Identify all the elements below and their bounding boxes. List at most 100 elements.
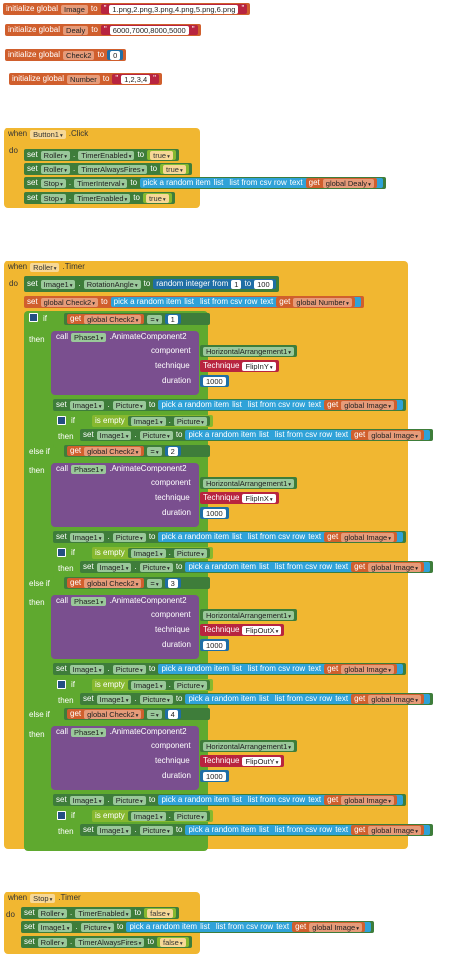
dropdown-arrow-icon[interactable]: ▾ <box>100 730 104 737</box>
property-dropdown[interactable]: TimerEnabled▾ <box>78 150 135 160</box>
dropdown-arrow-icon[interactable]: ▾ <box>98 403 102 410</box>
list-from-csv-row-block[interactable]: list from csv row text get global Dealy▾ <box>226 178 380 188</box>
property-dropdown[interactable]: Picture▾ <box>173 811 207 821</box>
set-stop-timerinterval[interactable]: set Stop▾. TimerInterval▾ to pick a random i… <box>24 177 386 189</box>
text-block[interactable]: " 6000,7000,8000,5000 " <box>100 25 198 35</box>
technique-field[interactable]: FlipOutY▾ <box>242 756 282 766</box>
number-block[interactable]: 2 <box>164 446 181 456</box>
dropdown-arrow-icon[interactable]: ▾ <box>53 265 57 272</box>
technique-field[interactable]: FlipInY▾ <box>242 361 276 371</box>
boolean-dropdown[interactable]: true▾ <box>145 193 169 203</box>
dropdown-arrow-icon[interactable]: ▾ <box>61 940 65 947</box>
event-component-dropdown[interactable]: Button1▾ <box>30 129 66 139</box>
dropdown-arrow-icon[interactable]: ▾ <box>155 317 159 324</box>
dropdown-arrow-icon[interactable]: ▾ <box>140 798 143 805</box>
dropdown-arrow-icon[interactable]: ▾ <box>155 712 159 719</box>
dropdown-arrow-icon[interactable]: ▾ <box>201 814 204 821</box>
property-dropdown[interactable]: Picture▾ <box>112 532 146 542</box>
is-empty-block-1[interactable]: is empty Image1▾. Picture▾ <box>92 415 213 427</box>
property-dropdown[interactable]: TimerEnabled▾ <box>75 908 132 918</box>
mutator-gear-icon[interactable] <box>57 548 66 557</box>
dropdown-arrow-icon[interactable]: ▾ <box>124 196 128 203</box>
get-block[interactable]: get global Image▾ <box>292 922 365 932</box>
pick-random-item-block[interactable]: pick a random item list list from csv row t… <box>126 922 371 932</box>
component-field[interactable]: HorizontalArrangement1▾ <box>203 346 295 356</box>
component-dropdown[interactable]: Image1▾ <box>69 795 105 805</box>
dropdown-arrow-icon[interactable]: ▾ <box>100 467 104 474</box>
initialize-global-number[interactable]: initialize global Number to " 1,2,3,4 " <box>9 73 163 85</box>
property-dropdown[interactable]: Picture▾ <box>112 664 146 674</box>
dropdown-arrow-icon[interactable]: ▾ <box>179 167 183 174</box>
compare-operator-dropdown[interactable]: =▾ <box>147 314 162 324</box>
get-variable-field[interactable]: global Image▾ <box>368 430 421 440</box>
get-variable-field[interactable]: global Image▾ <box>368 825 421 835</box>
component-dropdown[interactable]: Phase1▾ <box>71 596 107 606</box>
property-dropdown[interactable]: Picture▾ <box>139 825 173 835</box>
component-dropdown[interactable]: Roller▾ <box>37 937 68 947</box>
compare-block-1[interactable]: get global Check2▾ =▾ 1 <box>64 313 210 325</box>
number-block[interactable]: 3 <box>164 578 181 588</box>
pick-random-item-block[interactable]: pick a random item list list from csv row t… <box>158 664 403 674</box>
set-image1-picture-2[interactable]: set Image1▾. Picture▾ to pick a random item l… <box>53 531 406 543</box>
technique-block-1[interactable]: Technique FlipInY▾ <box>200 360 279 372</box>
list-from-csv-row-block[interactable]: list from csv row text get global Image▾ <box>244 400 400 410</box>
mutator-gear-icon[interactable] <box>57 680 66 689</box>
dropdown-arrow-icon[interactable]: ▾ <box>125 433 129 440</box>
inner-set-image1-picture-4[interactable]: set Image1▾. Picture▾ to pick a random item l… <box>80 824 433 836</box>
component-dropdown[interactable]: Image1▾ <box>96 825 132 835</box>
get-block[interactable]: get global Image▾ <box>324 400 397 410</box>
is-empty-block-4[interactable]: is empty Image1▾. Picture▾ <box>92 810 213 822</box>
get-block[interactable]: get global Image▾ <box>351 825 424 835</box>
get-variable-field[interactable]: global Image▾ <box>341 400 394 410</box>
get-variable-field[interactable]: global Number▾ <box>293 297 352 307</box>
boolean-dropdown[interactable]: false▾ <box>160 937 186 947</box>
pick-random-item-block[interactable]: pick a random item list list from csv row t… <box>158 400 403 410</box>
dropdown-arrow-icon[interactable]: ▾ <box>98 535 102 542</box>
technique-block-4[interactable]: Technique FlipOutY▾ <box>200 755 285 767</box>
call-header-2[interactable]: call Phase1▾ .AnimateComponent2 <box>53 463 190 475</box>
is-empty-block-3[interactable]: is empty Image1▾. Picture▾ <box>92 679 213 691</box>
property-dropdown[interactable]: Picture▾ <box>173 548 207 558</box>
list-from-csv-row-block[interactable]: list from csv row text get global Image▾ <box>271 825 427 835</box>
dropdown-arrow-icon[interactable]: ▾ <box>155 449 159 456</box>
get-check2-block[interactable]: get global Check2▾ <box>67 578 145 588</box>
component-dropdown[interactable]: Image1▾ <box>130 548 166 558</box>
dropdown-arrow-icon[interactable]: ▾ <box>121 181 125 188</box>
dropdown-arrow-icon[interactable]: ▾ <box>415 565 418 572</box>
component-property-getter[interactable]: Image1▾. Picture▾ <box>127 416 210 426</box>
technique-field[interactable]: FlipOutX▾ <box>242 625 282 635</box>
boolean-dropdown[interactable]: true▾ <box>163 164 186 174</box>
component-dropdown[interactable]: Phase1▾ <box>71 727 107 737</box>
property-dropdown[interactable]: Picture▾ <box>80 922 114 932</box>
text-field[interactable]: 1.png,2.png,3.png,4.png,5.png,6.png <box>109 4 239 14</box>
pick-random-item-block[interactable]: pick a random item list list from csv row t… <box>185 430 430 440</box>
arrangement-block-2[interactable]: HorizontalArrangement1▾ <box>200 477 298 489</box>
get-variable-field[interactable]: global Check2▾ <box>84 314 142 324</box>
dropdown-arrow-icon[interactable]: ▾ <box>98 667 102 674</box>
variable-dropdown[interactable]: global Check2▾ <box>40 297 98 307</box>
property-dropdown[interactable]: TimerAlwaysFires▾ <box>75 937 145 947</box>
number-field[interactable]: 0 <box>110 50 121 60</box>
dropdown-arrow-icon[interactable]: ▾ <box>140 535 143 542</box>
dropdown-arrow-icon[interactable]: ▾ <box>134 282 138 289</box>
dropdown-arrow-icon[interactable]: ▾ <box>159 551 163 558</box>
event-component-dropdown[interactable]: Roller▾ <box>30 262 60 272</box>
dropdown-arrow-icon[interactable]: ▾ <box>135 581 139 588</box>
dropdown-arrow-icon[interactable]: ▾ <box>61 911 65 918</box>
set-stop-timerenabled[interactable]: set Stop▾. TimerEnabled▾ to true▾ <box>24 192 175 204</box>
get-variable-field[interactable]: global Image▾ <box>368 694 421 704</box>
property-dropdown[interactable]: Picture▾ <box>173 416 207 426</box>
get-check2-block[interactable]: get global Check2▾ <box>67 709 145 719</box>
duration-block-3[interactable]: 1000 <box>200 639 229 651</box>
number-block[interactable]: 4 <box>164 709 181 719</box>
compare-block-4[interactable]: get global Check2▾ =▾ 4 <box>64 708 210 720</box>
logic-boolean-block[interactable]: true▾ <box>147 150 176 160</box>
dropdown-arrow-icon[interactable]: ▾ <box>108 925 111 932</box>
property-dropdown[interactable]: Picture▾ <box>139 562 173 572</box>
dropdown-arrow-icon[interactable]: ▾ <box>201 419 204 426</box>
inner-set-image1-picture-3[interactable]: set Image1▾. Picture▾ to pick a random item l… <box>80 693 433 705</box>
component-dropdown[interactable]: Image1▾ <box>130 680 166 690</box>
dropdown-arrow-icon[interactable]: ▾ <box>201 551 204 558</box>
set-roller-timeralwaysfires[interactable]: set Roller▾. TimerAlwaysFires▾ to true▾ <box>24 163 192 175</box>
set-roller-timeralwaysfires[interactable]: set Roller▾. TimerAlwaysFires▾ to false▾ <box>21 936 192 948</box>
